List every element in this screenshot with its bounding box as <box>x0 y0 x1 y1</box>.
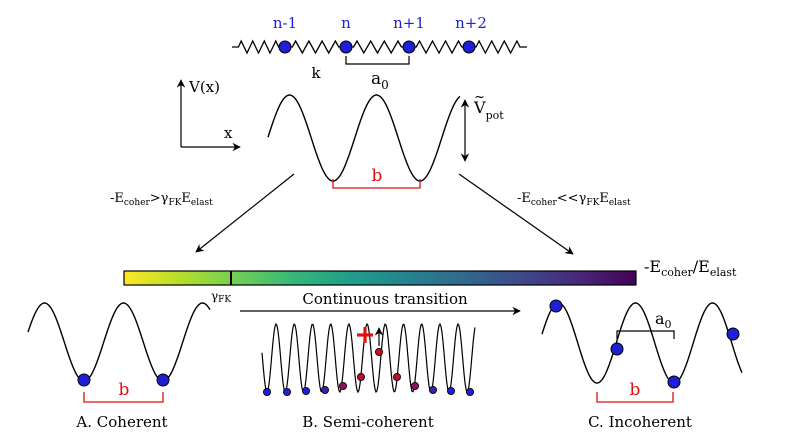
period-bracket <box>332 179 421 189</box>
coordinate-axes: V(x) x <box>176 78 241 152</box>
chain-label-n+1: n+1 <box>393 14 425 32</box>
incoherent-spacing-label: a0 <box>655 309 672 331</box>
semi-coherent-atom <box>262 387 271 396</box>
semi-coherent-atom <box>301 386 310 395</box>
lattice-spacing-label: a0 <box>371 69 389 92</box>
semi-coherent-atom <box>320 385 329 394</box>
semi-coherent-atom <box>392 372 401 381</box>
coherent-period-bracket <box>83 392 164 403</box>
incoherent-period-label: b <box>630 380 641 400</box>
transition: Continuous transition <box>240 290 521 316</box>
x-axis-label: x <box>224 124 233 142</box>
semi-coherent-potential-curve <box>261 322 476 394</box>
period-label: b <box>372 166 383 186</box>
coherent-atom-2 <box>156 373 170 387</box>
incoherent-potential-curve <box>541 302 743 384</box>
potential-curve <box>267 94 461 182</box>
semi-coherent-atom <box>356 372 365 381</box>
svg-text:~: ~ <box>474 90 485 105</box>
semi-coherent-atom <box>465 387 474 396</box>
semi-coherent-atom <box>282 387 291 396</box>
spring-constant-label: k <box>311 64 321 82</box>
branch-arrows: -Ecoher>γFKEelast -Ecoher<<γFKEelast <box>110 173 631 255</box>
panel-incoherent: a0 b C. Incoherent <box>541 299 743 431</box>
incoherent-atom-4 <box>726 327 740 341</box>
chain-label-n-1: n-1 <box>273 14 297 32</box>
panel-semi-coherent: B. Semi-coherent <box>261 322 476 431</box>
lattice-spacing-bracket <box>345 56 410 65</box>
incoherent-caption: C. Incoherent <box>588 413 692 431</box>
chain-label-n+2: n+2 <box>455 14 487 32</box>
incoherent-atom-3 <box>667 375 681 389</box>
coherent-period-label: b <box>119 380 130 400</box>
plus-sign <box>357 327 373 343</box>
chain-atom-n-1 <box>278 40 292 54</box>
chain-label-n: n <box>341 14 351 32</box>
semi-coherent-atoms <box>262 347 474 396</box>
chain-atom-n <box>339 40 353 54</box>
spring-line <box>232 39 527 55</box>
semi-coherent-atom <box>374 347 383 356</box>
coherent-potential-curve <box>27 302 211 382</box>
chain-atom-n+2 <box>462 40 476 54</box>
incoherent-spacing-bracket <box>616 330 675 339</box>
coherent-atom-1 <box>77 373 91 387</box>
incoherent-period-bracket <box>596 392 674 403</box>
colorbar-axis-label: -Ecoher/Eelast <box>644 257 737 279</box>
gamma-fk-label: γFK <box>211 289 231 305</box>
left-condition: -Ecoher>γFKEelast <box>110 191 213 208</box>
incoherent-atom-1 <box>549 299 563 313</box>
incoherent-atom-2 <box>610 342 624 356</box>
transition-label: Continuous transition <box>302 290 468 308</box>
colorbar-gradient <box>123 270 637 286</box>
panel-coherent: b A. Coherent <box>27 302 211 431</box>
amplitude-label: Vpot <box>473 98 504 122</box>
semi-coherent-atom <box>410 381 419 390</box>
semi-coherent-atom <box>338 381 347 390</box>
y-axis-label: V(x) <box>188 78 220 96</box>
coherent-caption: A. Coherent <box>75 413 167 431</box>
colorbar: -Ecoher/Eelast γFK <box>123 257 737 305</box>
semi-coherent-atom <box>446 386 455 395</box>
spring-chain: n-1 n n+1 n+2 k a0 <box>232 14 527 92</box>
periodic-potential: Vpot ~ b <box>267 90 504 189</box>
semi-coherent-atom <box>428 385 437 394</box>
right-condition: -Ecoher<<γFKEelast <box>517 191 631 208</box>
semi-coherent-caption: B. Semi-coherent <box>302 413 434 431</box>
chain-atom-n+1 <box>402 40 416 54</box>
